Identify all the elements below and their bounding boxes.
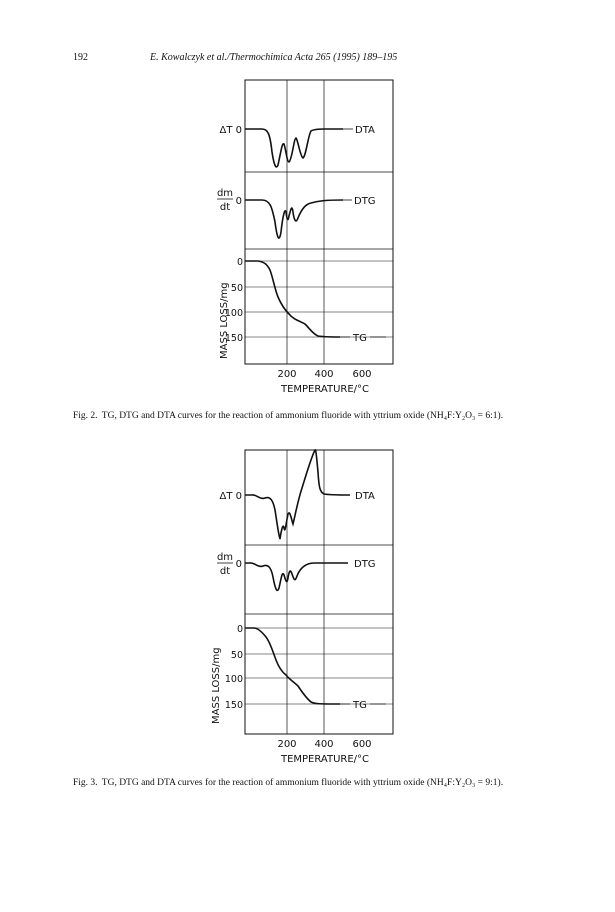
caption-text: TG, DTG and DTA curves for the reaction … [101,778,504,788]
x-tick-label: 600 [352,369,371,380]
dta-zero-label: ΔT 0 [220,125,243,136]
tg-curve-label: TG [352,333,367,344]
figure-2-plot: ΔT 0 DTA dm dt 0 DTG TG 0 50 100 150 MAS… [217,79,394,395]
dtg-curve [245,562,348,592]
dtg-numerator: dm [217,188,233,199]
tg-curve [245,627,341,705]
page-number: 192 [73,52,88,63]
figure-3: ΔT 0 DTA dm dt 0 DTG TG 0 50 100 150 MAS… [190,442,430,772]
plot-frame [244,79,394,365]
caption-text: TG, DTG and DTA curves for the reaction … [101,411,504,421]
tg-tick-label: 50 [231,283,243,294]
dta-zero-label: ΔT 0 [220,491,243,502]
figure-2: ΔT 0 DTA dm dt 0 DTG TG 0 50 100 150 MAS… [190,72,430,402]
plot-frame [244,449,394,735]
dtg-curve-label: DTG [354,559,376,570]
tg-curve-label: TG [352,700,367,711]
dta-curve [245,128,343,168]
figure-2-caption: Fig. 2. TG, DTG and DTA curves for the r… [73,410,543,422]
x-axis-label: TEMPERATURE/°C [280,754,369,765]
x-tick-label: 200 [277,739,296,750]
tg-tick-label: 0 [237,257,243,268]
caption-label: Fig. 2. [73,411,98,421]
dtg-numerator: dm [217,552,233,563]
tg-tick-label: 150 [225,333,243,344]
dta-curve-label: DTA [355,125,375,136]
tg-tick-label: 100 [225,674,243,685]
dtg-denominator: dt [220,202,230,213]
dtg-zero-label: 0 [236,196,242,207]
figure-3-plot: ΔT 0 DTA dm dt 0 DTG TG 0 50 100 150 MAS… [211,449,394,765]
caption-label: Fig. 3. [73,778,98,788]
dta-curve-label: DTA [355,491,375,502]
running-head: E. Kowalczyk et al./Thermochimica Acta 2… [150,52,398,63]
figure-3-caption: Fig. 3. TG, DTG and DTA curves for the r… [73,777,543,789]
x-tick-label: 400 [314,369,333,380]
x-tick-label: 600 [352,739,371,750]
dtg-curve-label: DTG [354,196,376,207]
tg-curve [245,260,341,338]
dtg-denominator: dt [220,566,230,577]
x-tick-label: 400 [314,739,333,750]
dtg-curve [245,199,344,239]
tg-axis-label: MASS LOSS/mg [219,282,230,359]
tg-tick-label: 150 [225,700,243,711]
tg-axis-label: MASS LOSS/mg [211,647,222,724]
x-tick-label: 200 [277,369,296,380]
tg-tick-label: 100 [225,308,243,319]
dta-curve [245,449,351,540]
tg-tick-label: 0 [237,624,243,635]
dtg-zero-label: 0 [236,559,242,570]
tg-tick-label: 50 [231,650,243,661]
x-axis-label: TEMPERATURE/°C [280,384,369,395]
